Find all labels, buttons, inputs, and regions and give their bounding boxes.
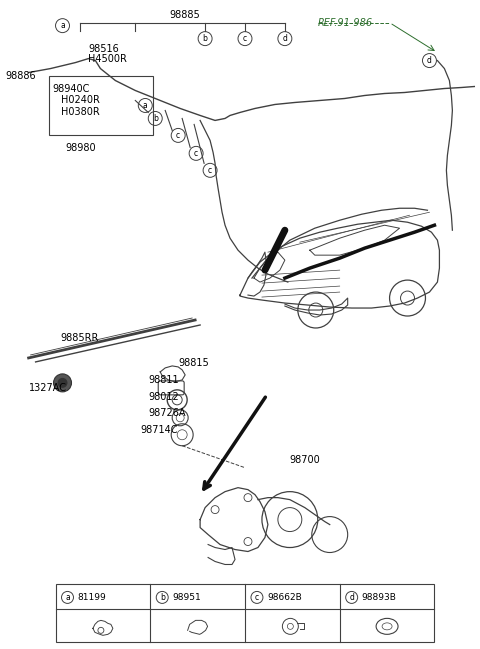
Text: 98700: 98700 [290,455,321,465]
Text: 98815: 98815 [178,358,209,368]
Text: a: a [65,593,70,602]
Text: a: a [143,101,148,110]
Text: 98885: 98885 [170,10,201,19]
Text: a: a [60,21,65,30]
Circle shape [58,378,68,388]
Text: 98726A: 98726A [148,408,186,418]
Text: b: b [160,593,165,602]
Text: REF.91-986: REF.91-986 [318,18,373,28]
Text: b: b [153,114,158,123]
Text: 98662B: 98662B [267,593,301,602]
Text: d: d [349,593,354,602]
Text: H0380R: H0380R [60,108,99,117]
Text: c: c [176,131,180,140]
Text: 98951: 98951 [172,593,201,602]
Text: 98714C: 98714C [140,425,178,435]
Text: c: c [194,149,198,158]
Text: 98811: 98811 [148,375,179,385]
Text: 1327AC: 1327AC [29,383,67,393]
Text: c: c [255,593,259,602]
Text: 98893B: 98893B [361,593,396,602]
Text: d: d [282,34,288,43]
Text: 98886: 98886 [6,71,36,80]
Text: c: c [208,166,212,175]
Circle shape [54,374,72,392]
Text: H4500R: H4500R [88,54,127,64]
Text: b: b [203,34,207,43]
Text: 98980: 98980 [65,143,96,153]
Bar [56,585,434,643]
Bar [48,75,153,136]
Text: 9885RR: 9885RR [60,333,99,343]
Text: d: d [427,56,432,65]
Text: H0240R: H0240R [60,95,99,106]
Text: 98516: 98516 [88,43,119,54]
Text: 98940C: 98940C [52,84,90,93]
Text: c: c [243,34,247,43]
Text: 81199: 81199 [77,593,106,602]
Text: 98012: 98012 [148,392,179,402]
